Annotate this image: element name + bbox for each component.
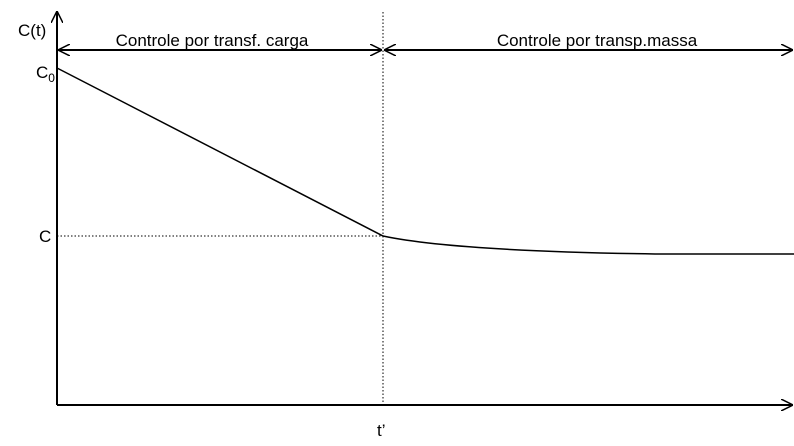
time-mark: t’ [377,421,386,440]
y-axis-label: C(t) [18,21,46,40]
curve [56,67,794,255]
symbol: C [36,63,48,82]
initial-level: C0 [36,63,55,85]
subscript: 0 [48,71,55,85]
level-mark: C [39,227,51,246]
region-label: Controle por transp.massa [497,31,698,50]
region-label: Controle por transf. carga [116,31,309,50]
